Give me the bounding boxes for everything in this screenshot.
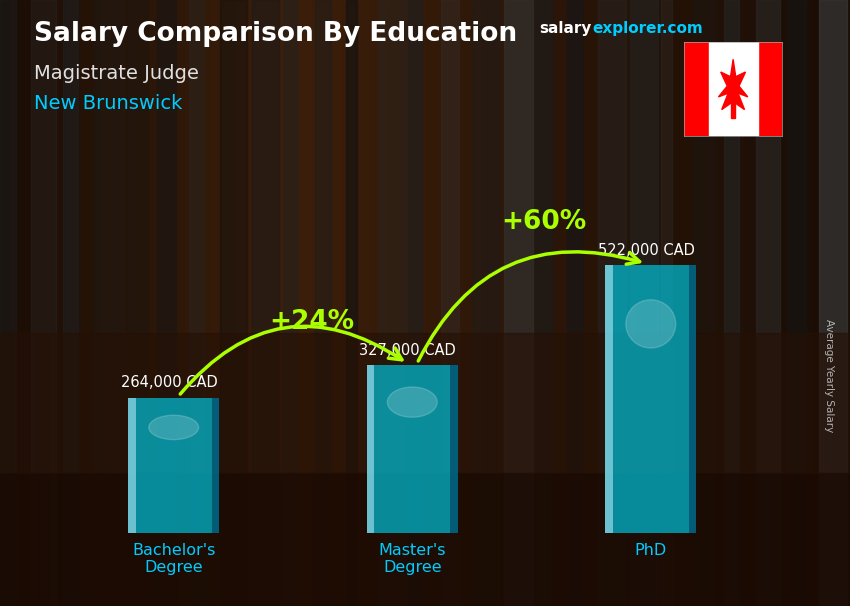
Bar bbox=[377, 0, 395, 606]
Bar bbox=[536, 0, 548, 606]
Bar bbox=[252, 0, 267, 606]
Text: 522,000 CAD: 522,000 CAD bbox=[598, 242, 694, 258]
Bar bbox=[157, 0, 184, 606]
Bar bbox=[688, 265, 696, 533]
Ellipse shape bbox=[626, 300, 676, 348]
Text: Magistrate Judge: Magistrate Judge bbox=[34, 64, 199, 82]
Bar bbox=[346, 0, 370, 606]
Bar bbox=[709, 42, 757, 136]
Bar bbox=[212, 398, 219, 533]
Bar bbox=[94, 0, 111, 606]
Bar bbox=[128, 398, 136, 533]
Bar bbox=[724, 0, 743, 606]
Bar bbox=[31, 0, 44, 606]
Bar bbox=[605, 265, 613, 533]
Bar bbox=[684, 42, 709, 136]
Text: +24%: +24% bbox=[269, 309, 354, 335]
Bar bbox=[63, 0, 83, 606]
Bar bbox=[409, 0, 437, 606]
Bar bbox=[757, 42, 782, 136]
Text: New Brunswick: New Brunswick bbox=[34, 94, 183, 113]
Bar bbox=[819, 0, 832, 606]
Text: explorer.com: explorer.com bbox=[592, 21, 703, 36]
Bar bbox=[441, 0, 452, 606]
Bar bbox=[220, 0, 246, 606]
Ellipse shape bbox=[149, 415, 199, 439]
Text: +60%: +60% bbox=[501, 210, 586, 235]
Bar bbox=[473, 0, 483, 606]
Text: 264,000 CAD: 264,000 CAD bbox=[121, 375, 218, 390]
Bar bbox=[787, 0, 801, 606]
Bar bbox=[189, 0, 214, 606]
Bar bbox=[630, 0, 648, 606]
Polygon shape bbox=[718, 59, 748, 110]
Bar bbox=[367, 365, 374, 533]
Bar bbox=[605, 265, 696, 533]
Bar bbox=[731, 100, 735, 118]
Bar bbox=[367, 365, 457, 533]
Bar bbox=[126, 0, 153, 606]
Text: Salary Comparison By Education: Salary Comparison By Education bbox=[34, 21, 517, 47]
Text: Average Yearly Salary: Average Yearly Salary bbox=[824, 319, 834, 432]
Bar bbox=[128, 398, 219, 533]
Bar bbox=[661, 0, 678, 606]
Bar bbox=[756, 0, 774, 606]
Bar bbox=[283, 0, 299, 606]
Text: salary: salary bbox=[540, 21, 592, 36]
Bar bbox=[598, 0, 609, 606]
Bar bbox=[504, 0, 522, 606]
Bar bbox=[0, 0, 19, 606]
Ellipse shape bbox=[388, 387, 437, 418]
Bar bbox=[693, 0, 719, 606]
Bar bbox=[314, 0, 336, 606]
Bar bbox=[567, 0, 595, 606]
Bar bbox=[450, 365, 457, 533]
Text: 327,000 CAD: 327,000 CAD bbox=[359, 343, 456, 358]
